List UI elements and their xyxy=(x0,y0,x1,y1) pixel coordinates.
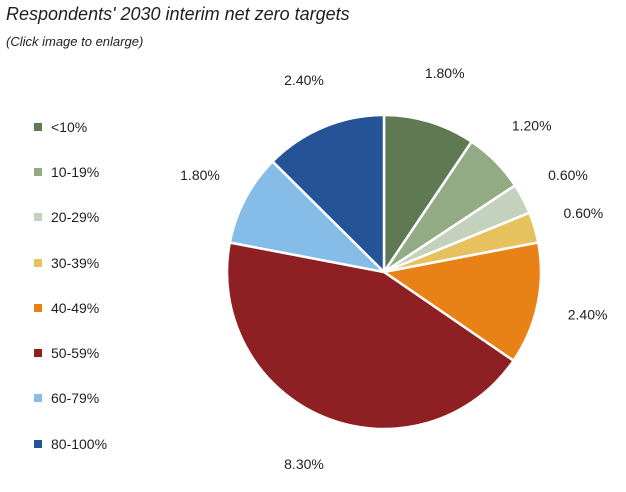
legend-swatch xyxy=(34,439,42,448)
legend-swatch xyxy=(34,394,42,403)
legend-item-3: 20-29% xyxy=(34,195,107,240)
data-label-4: 0.60% xyxy=(564,205,604,221)
data-label-1: 1.80% xyxy=(425,65,465,81)
data-label-2: 1.20% xyxy=(512,118,552,134)
legend-swatch xyxy=(34,258,42,267)
legend-item-1: <10% xyxy=(34,104,107,149)
legend-label: <10% xyxy=(51,118,88,135)
legend-item-5: 40-49% xyxy=(34,285,107,330)
legend-label: 50-59% xyxy=(51,345,100,362)
legend-label: 30-39% xyxy=(51,254,100,271)
legend-label: 80-100% xyxy=(51,435,108,452)
legend-swatch xyxy=(34,167,42,176)
legend-swatch xyxy=(34,303,42,312)
data-label-3: 0.60% xyxy=(548,167,588,183)
pie-slice-8 xyxy=(271,113,386,274)
data-label-7: 1.80% xyxy=(180,167,220,183)
data-label-8: 2.40% xyxy=(284,72,324,88)
data-label-6: 8.30% xyxy=(284,456,324,472)
legend-item-4: 30-39% xyxy=(34,240,107,285)
legend-swatch xyxy=(34,349,42,358)
chart-subtitle[interactable]: (Click image to enlarge) xyxy=(6,34,144,49)
legend-label: 40-49% xyxy=(51,299,100,316)
data-label-5: 2.40% xyxy=(568,307,608,323)
legend-label: 10-19% xyxy=(51,163,100,180)
legend-item-8: 80-100% xyxy=(34,421,107,466)
chart-title: Respondents' 2030 interim net zero targe… xyxy=(6,4,350,24)
legend-item-6: 50-59% xyxy=(34,330,107,375)
legend-item-2: 10-19% xyxy=(34,149,107,194)
legend-swatch xyxy=(34,122,42,131)
pie-slice-7 xyxy=(228,160,386,274)
legend-item-7: 60-79% xyxy=(34,376,107,421)
chart-legend: <10% 10-19% 20-29% 30-39% 40-49% 50-59% 60-79%… xyxy=(34,104,107,466)
legend-swatch xyxy=(34,213,42,222)
pie-slice-5 xyxy=(382,241,543,362)
legend-label: 60-79% xyxy=(51,390,100,407)
pie-slice-1 xyxy=(382,113,473,274)
legend-label: 20-29% xyxy=(51,209,100,226)
pie-slice-6 xyxy=(225,241,515,431)
